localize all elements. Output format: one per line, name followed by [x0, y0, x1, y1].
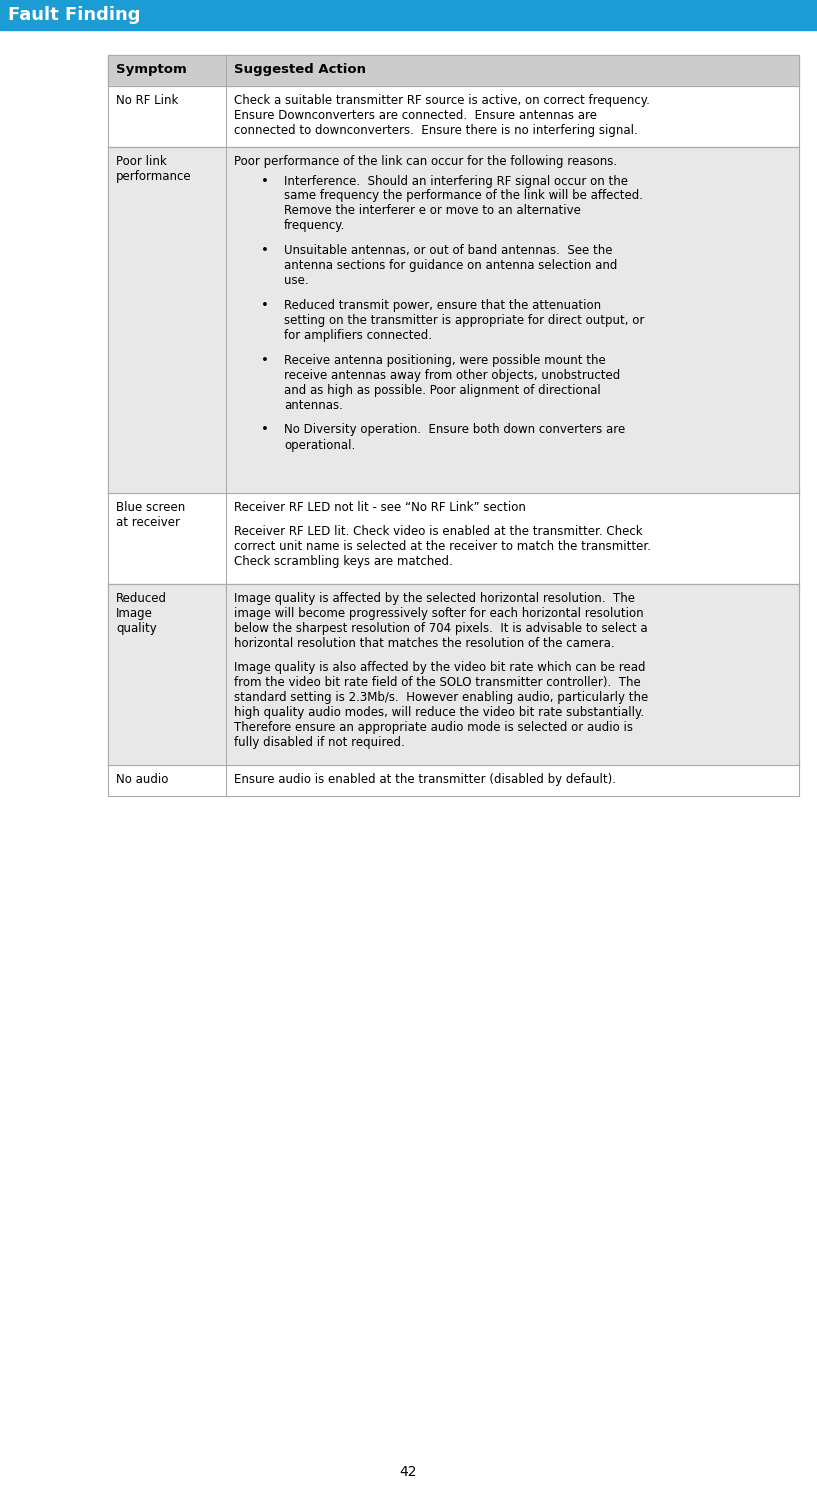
Text: Interference.  Should an interfering RF signal occur on the: Interference. Should an interfering RF s… — [284, 174, 628, 187]
Bar — [108, 584, 799, 764]
Text: fully disabled if not required.: fully disabled if not required. — [234, 736, 404, 749]
Text: antennas.: antennas. — [284, 399, 343, 412]
Text: •: • — [261, 244, 269, 257]
Text: Receive antenna positioning, were possible mount the: Receive antenna positioning, were possib… — [284, 354, 605, 367]
Text: Suggested Action: Suggested Action — [234, 62, 366, 76]
Text: use.: use. — [284, 274, 309, 287]
Text: setting on the transmitter is appropriate for direct output, or: setting on the transmitter is appropriat… — [284, 314, 645, 327]
Bar — [108, 147, 799, 494]
Text: •: • — [261, 299, 269, 312]
Text: Poor link
performance: Poor link performance — [116, 155, 192, 183]
Text: Check a suitable transmitter RF source is active, on correct frequency.: Check a suitable transmitter RF source i… — [234, 94, 650, 107]
Text: Check scrambling keys are matched.: Check scrambling keys are matched. — [234, 555, 453, 568]
Text: Reduced
Image
quality: Reduced Image quality — [116, 592, 167, 635]
Bar — [108, 86, 799, 147]
Bar — [108, 494, 799, 584]
Text: •: • — [261, 354, 269, 367]
Text: •: • — [261, 424, 269, 437]
Text: 42: 42 — [400, 1465, 417, 1480]
Text: same frequency the performance of the link will be affected.: same frequency the performance of the li… — [284, 189, 643, 202]
Bar — [0, 0, 817, 30]
Text: Blue screen
at receiver: Blue screen at receiver — [116, 501, 185, 529]
Text: horizontal resolution that matches the resolution of the camera.: horizontal resolution that matches the r… — [234, 636, 614, 650]
Text: correct unit name is selected at the receiver to match the transmitter.: correct unit name is selected at the rec… — [234, 540, 651, 553]
Text: below the sharpest resolution of 704 pixels.  It is advisable to select a: below the sharpest resolution of 704 pix… — [234, 622, 648, 635]
Text: high quality audio modes, will reduce the video bit rate substantially.: high quality audio modes, will reduce th… — [234, 706, 644, 720]
Text: Poor performance of the link can occur for the following reasons.: Poor performance of the link can occur f… — [234, 155, 617, 168]
Text: frequency.: frequency. — [284, 220, 346, 232]
Text: No RF Link: No RF Link — [116, 94, 178, 107]
Text: Fault Finding: Fault Finding — [8, 6, 141, 24]
Text: for amplifiers connected.: for amplifiers connected. — [284, 329, 432, 342]
Bar — [108, 764, 799, 796]
Text: image will become progressively softer for each horizontal resolution: image will become progressively softer f… — [234, 607, 644, 620]
Text: Image quality is also affected by the video bit rate which can be read: Image quality is also affected by the vi… — [234, 662, 645, 674]
Text: standard setting is 2.3Mb/s.  However enabling audio, particularly the: standard setting is 2.3Mb/s. However ena… — [234, 691, 648, 703]
Text: No Diversity operation.  Ensure both down converters are: No Diversity operation. Ensure both down… — [284, 424, 625, 437]
Text: Image quality is affected by the selected horizontal resolution.  The: Image quality is affected by the selecte… — [234, 592, 635, 605]
Text: from the video bit rate field of the SOLO transmitter controller).  The: from the video bit rate field of the SOL… — [234, 677, 641, 688]
Text: Unsuitable antennas, or out of band antennas.  See the: Unsuitable antennas, or out of band ante… — [284, 244, 613, 257]
Text: No audio: No audio — [116, 773, 168, 787]
Bar — [108, 55, 799, 86]
Text: and as high as possible. Poor alignment of directional: and as high as possible. Poor alignment … — [284, 384, 600, 397]
Text: Receiver RF LED lit. Check video is enabled at the transmitter. Check: Receiver RF LED lit. Check video is enab… — [234, 525, 643, 538]
Text: Receiver RF LED not lit - see “No RF Link” section: Receiver RF LED not lit - see “No RF Lin… — [234, 501, 526, 515]
Text: operational.: operational. — [284, 439, 355, 452]
Text: Remove the interferer e or move to an alternative: Remove the interferer e or move to an al… — [284, 205, 581, 217]
Text: •: • — [261, 174, 269, 187]
Text: Reduced transmit power, ensure that the attenuation: Reduced transmit power, ensure that the … — [284, 299, 601, 312]
Text: Therefore ensure an appropriate audio mode is selected or audio is: Therefore ensure an appropriate audio mo… — [234, 721, 633, 735]
Text: connected to downconverters.  Ensure there is no interfering signal.: connected to downconverters. Ensure ther… — [234, 123, 638, 137]
Text: Symptom: Symptom — [116, 62, 187, 76]
Text: receive antennas away from other objects, unobstructed: receive antennas away from other objects… — [284, 369, 620, 382]
Text: Ensure audio is enabled at the transmitter (disabled by default).: Ensure audio is enabled at the transmitt… — [234, 773, 616, 787]
Text: antenna sections for guidance on antenna selection and: antenna sections for guidance on antenna… — [284, 259, 618, 272]
Text: Ensure Downconverters are connected.  Ensure antennas are: Ensure Downconverters are connected. Ens… — [234, 109, 597, 122]
